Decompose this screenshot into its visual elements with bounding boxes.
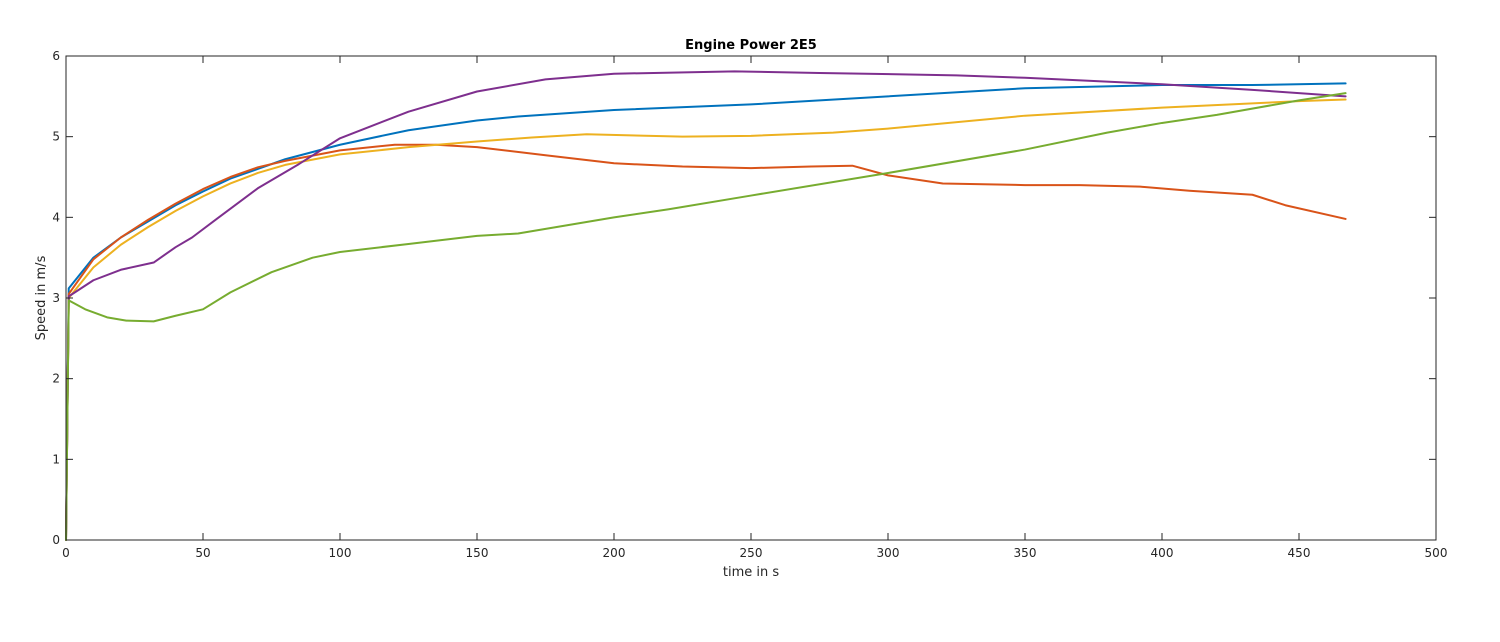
y-tick-label: 2 <box>52 372 60 386</box>
y-axis-label: Speed in m/s <box>34 255 49 340</box>
x-tick-label: 500 <box>1425 546 1448 560</box>
y-tick-label: 0 <box>52 533 60 547</box>
x-tick-label: 200 <box>603 546 626 560</box>
y-tick-label: 5 <box>52 130 60 144</box>
series-line-3 <box>65 98 1347 541</box>
x-tick-label: 150 <box>466 546 489 560</box>
x-tick-label: 450 <box>1288 546 1311 560</box>
series-layer <box>65 70 1347 541</box>
x-tick-label: 250 <box>740 546 763 560</box>
y-tick-label: 4 <box>52 210 60 224</box>
chart-title: Engine Power 2E5 <box>685 38 817 53</box>
tick-layer: 0 50 100 150 200 250 300 350 400 450 500 0 1 2 3 4 5 6 <box>52 49 1447 560</box>
x-tick-label: 50 <box>195 546 210 560</box>
plot-area-background <box>66 56 1436 540</box>
x-axis-label: time in s <box>723 565 779 580</box>
x-tick-label: 300 <box>877 546 900 560</box>
y-tick-label: 6 <box>52 49 60 63</box>
x-tick-label: 350 <box>1014 546 1037 560</box>
series-line-2 <box>65 143 1347 541</box>
y-tick-label: 1 <box>52 452 60 466</box>
series-line-4 <box>65 70 1347 541</box>
y-tick-label: 3 <box>52 291 60 305</box>
x-tick-label: 0 <box>62 546 70 560</box>
series-line-5 <box>65 92 1347 541</box>
x-tick-label: 100 <box>329 546 352 560</box>
x-tick-label: 400 <box>1151 546 1174 560</box>
